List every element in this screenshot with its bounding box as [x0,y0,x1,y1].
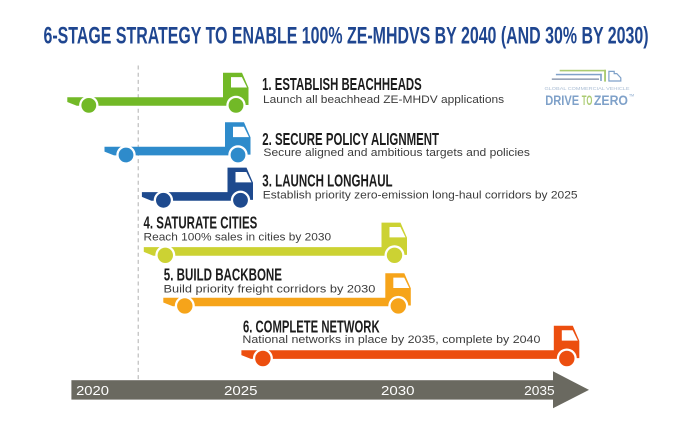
svg-text:6. COMPLETE NETWORK: 6. COMPLETE NETWORK [243,317,380,337]
svg-text:ZERO: ZERO [594,93,628,108]
svg-text:TM: TM [629,94,634,98]
svg-text:1. ESTABLISH BEACHHEADS: 1. ESTABLISH BEACHHEADS [262,74,422,94]
svg-text:DRIVE: DRIVE [545,93,579,108]
svg-text:6-STAGE STRATEGY TO ENABLE 100: 6-STAGE STRATEGY TO ENABLE 100% ZE-MHDVS… [44,23,649,50]
svg-text:Secure aligned and ambitious t: Secure aligned and ambitious targets and… [263,147,530,159]
svg-text:National networks in place by: National networks in place by 2035, comp… [242,334,540,346]
svg-text:GLOBAL COMMERCIAL VEHICLE: GLOBAL COMMERCIAL VEHICLE [545,86,630,91]
svg-text:2025: 2025 [224,383,258,398]
svg-text:Launch all beachhead ZE-MHDV a: Launch all beachhead ZE-MHDV application… [263,94,504,106]
svg-text:Build priority freight corrido: Build priority freight corridors by 2030 [164,284,376,296]
svg-text:3. LAUNCH LONGHAUL: 3. LAUNCH LONGHAUL [262,171,392,191]
svg-text:Reach 100% sales in cities by: Reach 100% sales in cities by 2030 [144,232,332,244]
svg-text:2030: 2030 [381,383,415,398]
svg-text:2. SECURE POLICY ALIGNMENT: 2. SECURE POLICY ALIGNMENT [262,129,439,149]
svg-text:2035: 2035 [524,383,555,398]
svg-text:Establish priority zero-emissi: Establish priority zero-emission long-ha… [263,189,578,201]
svg-text:TO: TO [582,93,593,108]
svg-text:2020: 2020 [76,383,109,398]
svg-text:5. BUILD BACKBONE: 5. BUILD BACKBONE [164,265,282,285]
svg-text:4. SATURATE CITIES: 4. SATURATE CITIES [144,213,258,233]
